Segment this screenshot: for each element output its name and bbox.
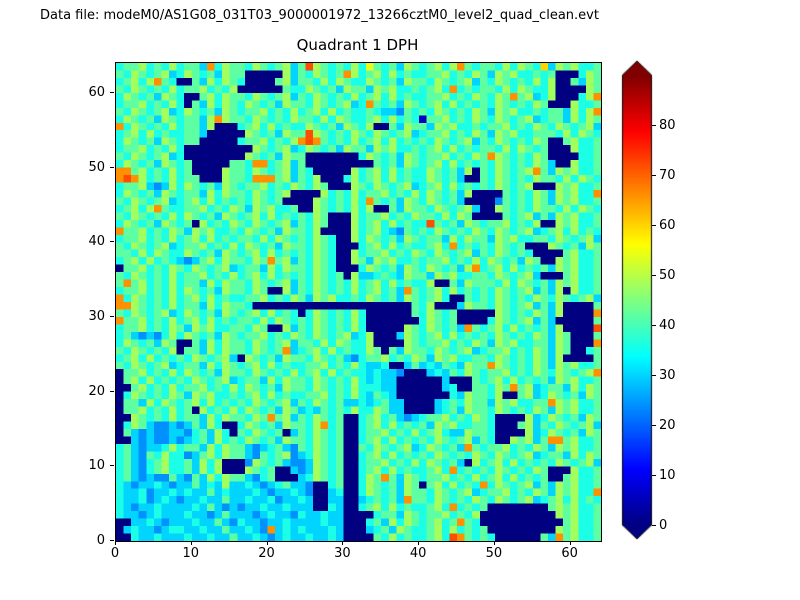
x-tick-label: 60 xyxy=(561,546,578,561)
y-tick-label: 10 xyxy=(88,458,105,474)
y-tick-mark xyxy=(110,540,114,541)
y-tick-mark xyxy=(110,166,114,168)
x-tick-label: 30 xyxy=(334,546,351,561)
colorbar-tick-mark xyxy=(651,475,656,476)
y-tick-label: 30 xyxy=(88,308,105,324)
x-tick-mark xyxy=(342,541,344,545)
y-tick-label: 60 xyxy=(88,84,105,100)
y-tick-mark xyxy=(110,390,114,392)
y-tick-label: 0 xyxy=(96,533,105,548)
colorbar-tick-mark xyxy=(651,175,656,176)
x-tick-label: 50 xyxy=(485,546,503,561)
colorbar-canvas xyxy=(621,60,653,540)
y-tick-label: 40 xyxy=(88,234,105,250)
x-tick-mark xyxy=(569,541,571,545)
y-tick-mark xyxy=(110,315,114,317)
x-tick-mark xyxy=(493,541,495,545)
x-tick-label: 20 xyxy=(258,546,275,561)
colorbar-tick-label: 60 xyxy=(659,218,676,233)
x-tick-mark xyxy=(266,541,268,545)
x-tick-label: 40 xyxy=(409,546,427,561)
x-tick-mark xyxy=(418,541,420,545)
x-tick-label: 0 xyxy=(110,546,120,561)
colorbar-tick-mark xyxy=(651,375,656,376)
y-tick-mark xyxy=(110,465,114,467)
colorbar-tick-label: 40 xyxy=(659,318,676,333)
colorbar-tick-mark xyxy=(651,275,656,276)
colorbar-tick-mark xyxy=(651,525,656,526)
colorbar-tick-mark xyxy=(651,125,656,126)
colorbar-tick-label: 30 xyxy=(659,368,676,383)
colorbar-tick-mark xyxy=(651,225,656,226)
datafile-label: Data file: modeM0/AS1G08_031T03_90000019… xyxy=(40,8,599,23)
colorbar-tick-label: 10 xyxy=(659,468,676,483)
colorbar-tick-label: 50 xyxy=(659,268,676,283)
x-tick-label: 10 xyxy=(182,546,200,561)
colorbar-tick-label: 20 xyxy=(659,418,676,433)
x-tick-mark xyxy=(190,541,192,545)
y-tick-label: 50 xyxy=(88,159,105,175)
heatmap-canvas xyxy=(116,63,601,541)
y-tick-mark xyxy=(110,241,114,243)
y-tick-label: 20 xyxy=(88,383,105,399)
colorbar-tick-mark xyxy=(651,325,656,326)
x-tick-mark xyxy=(115,541,116,545)
y-tick-mark xyxy=(110,91,114,93)
colorbar-tick-label: 0 xyxy=(659,518,668,533)
plot-title: Quadrant 1 DPH xyxy=(296,36,419,54)
colorbar-tick-label: 70 xyxy=(659,168,676,183)
colorbar-tick-label: 80 xyxy=(659,118,676,133)
colorbar-tick-mark xyxy=(651,425,656,426)
plot-area xyxy=(115,62,602,542)
